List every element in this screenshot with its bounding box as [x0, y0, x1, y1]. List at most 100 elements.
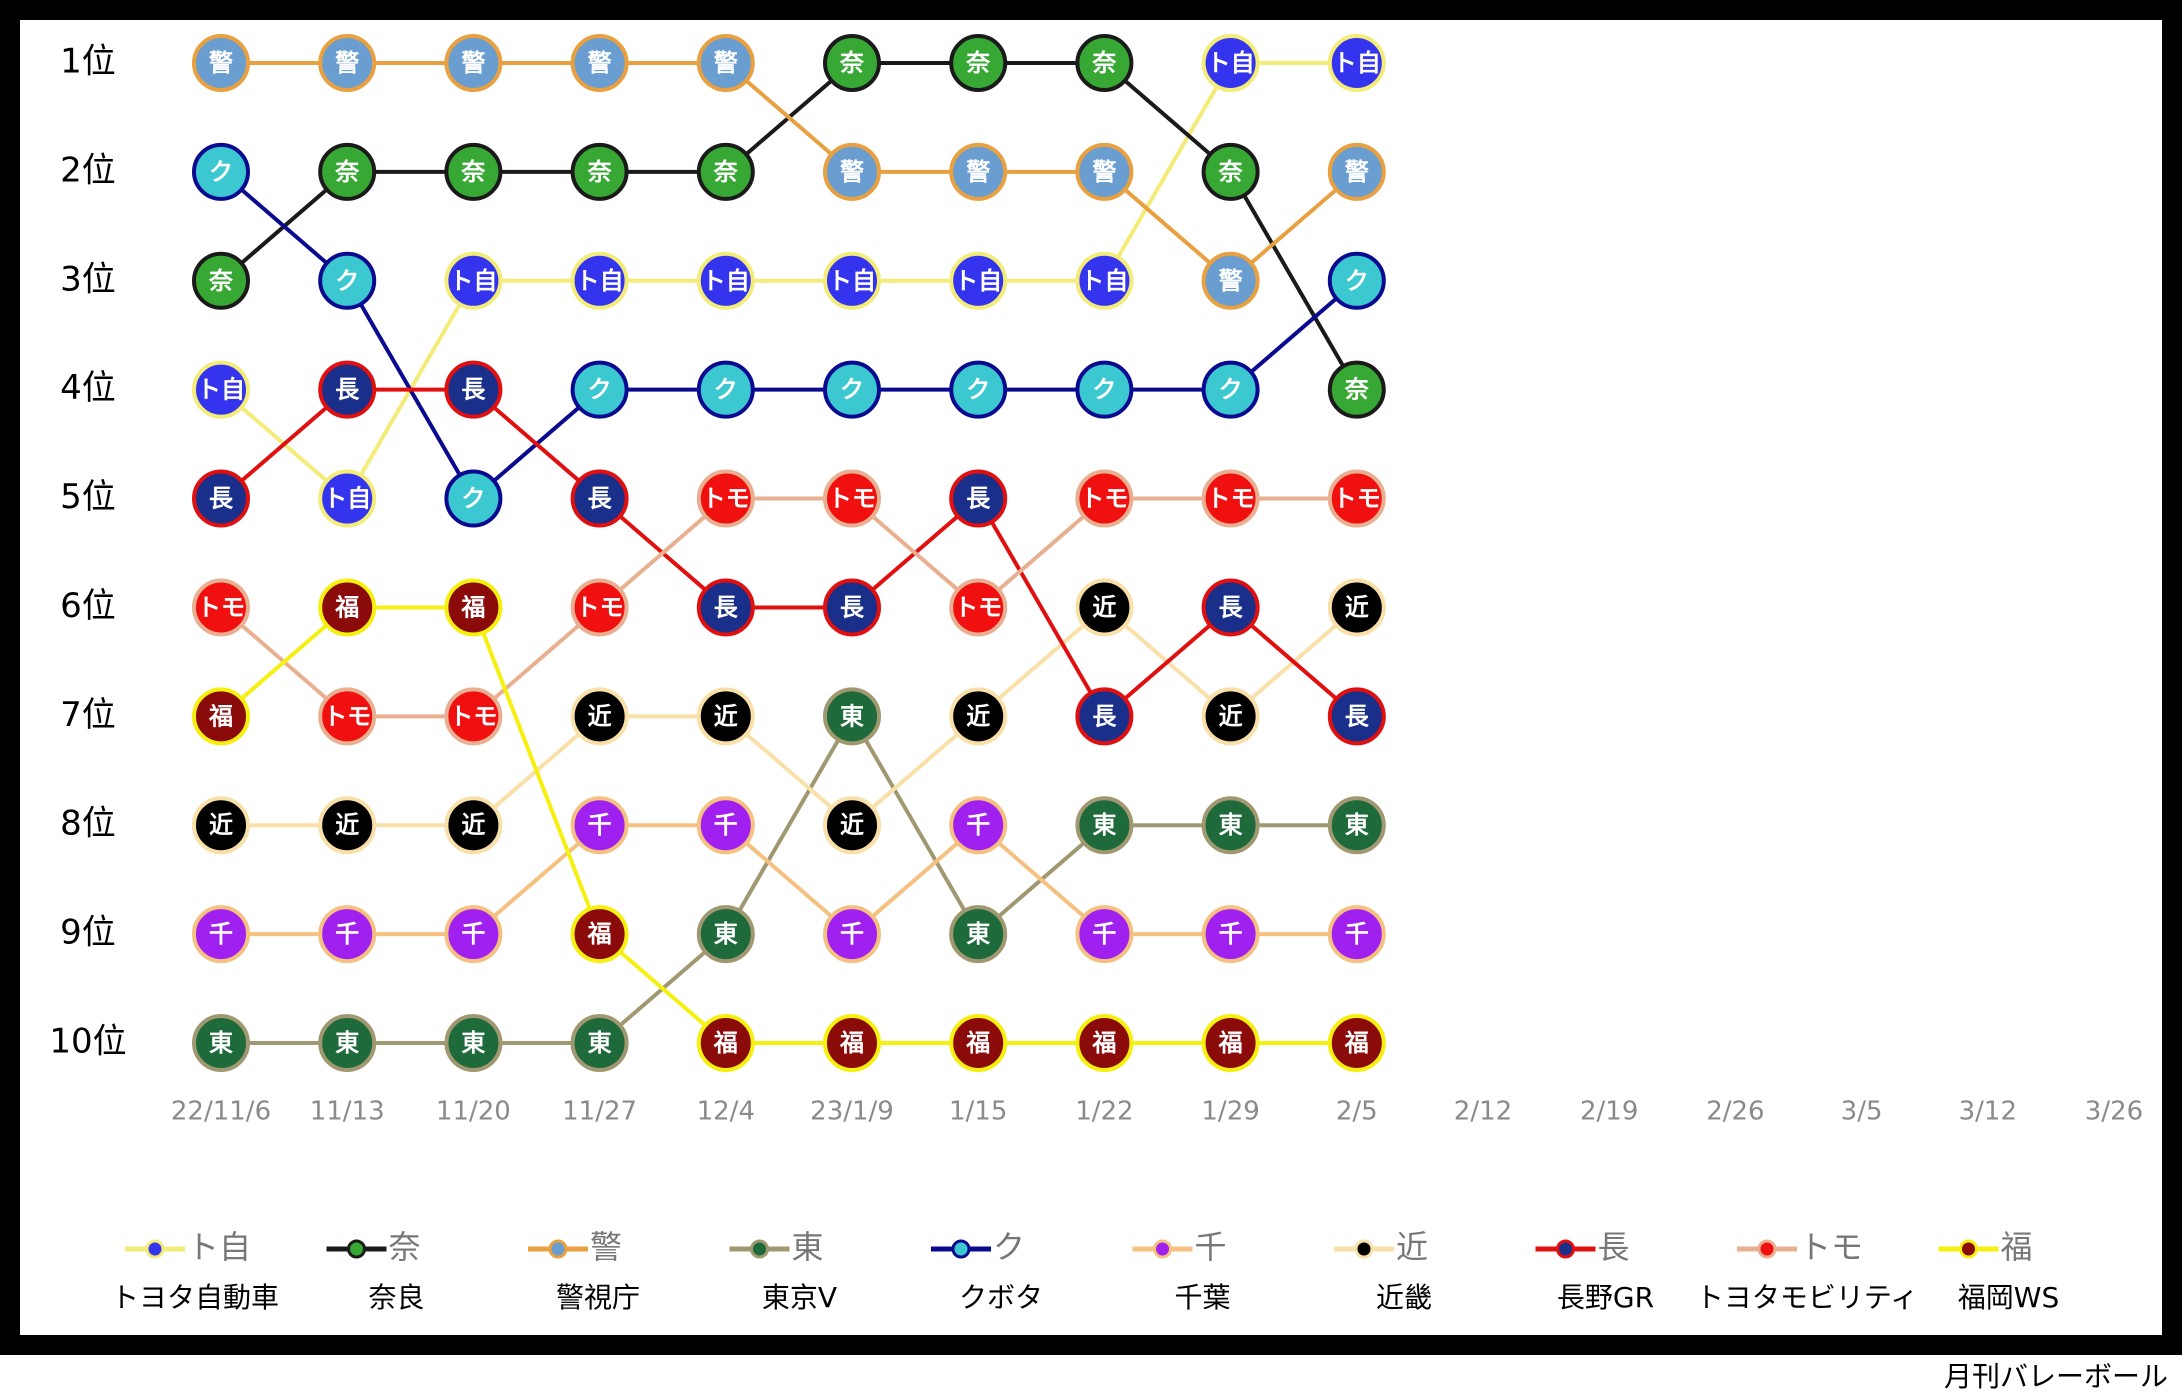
marker-label: ク — [1345, 267, 1369, 295]
marker-label: 近 — [966, 702, 990, 730]
rank-marker — [1075, 251, 1134, 310]
rank-marker — [318, 142, 377, 201]
marker-label: トモ — [1080, 485, 1128, 513]
marker-label: 千 — [966, 811, 990, 839]
y-tick-label: 3位 — [60, 259, 116, 299]
rank-marker — [444, 34, 503, 92]
marker-label: トモ — [1333, 485, 1381, 513]
rank-marker — [1201, 687, 1260, 746]
rank-marker — [192, 905, 250, 964]
rank-marker — [570, 251, 629, 310]
legend-name: 奈良 — [368, 1281, 424, 1314]
rank-marker — [823, 469, 881, 528]
marker-label: 奈 — [208, 267, 234, 295]
series-line — [221, 61, 1359, 284]
marker-label: 長 — [1345, 702, 1370, 730]
rank-marker — [696, 360, 755, 419]
marker-label: 長 — [840, 593, 865, 621]
marker-label: 東 — [1092, 811, 1116, 839]
marker-label: 福 — [587, 920, 612, 948]
rank-marker — [318, 578, 377, 637]
rank-marker — [192, 34, 250, 92]
x-tick-label: 3/26 — [2085, 1097, 2143, 1127]
marker-label: 東 — [1345, 811, 1369, 839]
credit: 月刊バレーボール — [1944, 1360, 2168, 1393]
marker-label: 長 — [714, 593, 739, 621]
marker-label: ク — [966, 376, 990, 404]
rank-marker — [823, 142, 881, 201]
marker-label: 長 — [335, 376, 360, 404]
marker-label: 奈 — [839, 49, 865, 77]
rank-marker — [444, 687, 503, 746]
rank-marker — [696, 469, 755, 528]
marker-label: 千 — [461, 920, 485, 948]
marker-label: 警 — [334, 49, 359, 77]
rank-marker — [949, 142, 1008, 201]
legend-marker — [548, 1239, 568, 1259]
y-tick-label: 10位 — [49, 1022, 126, 1062]
rank-marker — [1075, 796, 1134, 855]
rank-marker — [823, 251, 881, 310]
marker-label: トモ — [828, 485, 876, 513]
marker-label: 福 — [460, 593, 485, 621]
marker-label: 福 — [1344, 1029, 1369, 1057]
marker-label: 奈 — [334, 158, 360, 186]
rank-marker — [1327, 360, 1386, 419]
marker-label: 近 — [1345, 593, 1369, 621]
rank-marker — [823, 1014, 881, 1072]
rank-marker — [570, 360, 629, 419]
marker-label: ト自 — [954, 267, 1002, 295]
x-tick-label: 22/11/6 — [171, 1097, 271, 1127]
rank-marker — [1075, 34, 1134, 92]
series-line — [221, 822, 1357, 937]
marker-label: 東 — [588, 1029, 612, 1057]
legend-name: 近畿 — [1376, 1281, 1432, 1314]
legend-short: 奈 — [389, 1228, 421, 1266]
rank-marker — [570, 578, 629, 637]
marker-label: 東 — [335, 1029, 359, 1057]
marker-label: 福 — [1091, 1029, 1116, 1057]
rank-marker — [949, 1014, 1008, 1072]
rank-marker — [444, 142, 503, 201]
legend-name: トヨタ自動車 — [111, 1281, 279, 1314]
marker-label: 千 — [1345, 920, 1369, 948]
marker-label: 近 — [209, 811, 233, 839]
legend-short: 千 — [1195, 1228, 1227, 1266]
marker-label: ク — [335, 267, 359, 295]
marker-label: トモ — [576, 593, 624, 621]
rank-marker — [570, 905, 629, 964]
rank-marker — [949, 34, 1008, 92]
rank-marker — [1201, 142, 1260, 201]
rank-marker — [444, 796, 503, 855]
rank-marker — [1201, 34, 1260, 92]
rank-marker — [192, 1014, 250, 1072]
rank-marker — [696, 142, 755, 201]
marker-label: 東 — [1219, 811, 1243, 839]
rank-marker — [949, 251, 1008, 310]
rank-marker — [949, 469, 1008, 528]
rank-marker — [1327, 142, 1386, 201]
rank-marker — [1075, 687, 1134, 746]
legend-marker — [145, 1239, 165, 1259]
marker-label: 警 — [1091, 158, 1116, 186]
marker-label: ク — [1092, 376, 1116, 404]
marker-label: ト自 — [828, 267, 876, 295]
rank-marker — [696, 687, 755, 746]
rank-marker — [1075, 360, 1134, 419]
legend-name: トヨタモビリティ — [1696, 1281, 1918, 1314]
x-tick-label: 2/5 — [1336, 1097, 1378, 1127]
rank-marker — [1075, 905, 1134, 964]
marker-label: 東 — [840, 702, 864, 730]
marker-label: 警 — [1218, 267, 1243, 295]
legend-short: 福 — [2001, 1228, 2033, 1266]
legend-name: 福岡WS — [1958, 1281, 2059, 1314]
markers: ト自ト自ト自 ト自 ト自 ト自 ト自 ト自ト自 ト自奈奈奈奈奈奈奈奈奈奈警警警警警警警警警警… — [192, 34, 1386, 1072]
rank-marker — [1201, 578, 1260, 637]
marker-label: 警 — [713, 49, 738, 77]
rank-marker — [318, 1014, 377, 1072]
lines — [219, 61, 1359, 1045]
x-tick-label: 11/13 — [310, 1097, 385, 1127]
rank-marker — [1327, 578, 1386, 637]
rank-marker — [570, 796, 629, 855]
marker-label: 東 — [461, 1029, 485, 1057]
